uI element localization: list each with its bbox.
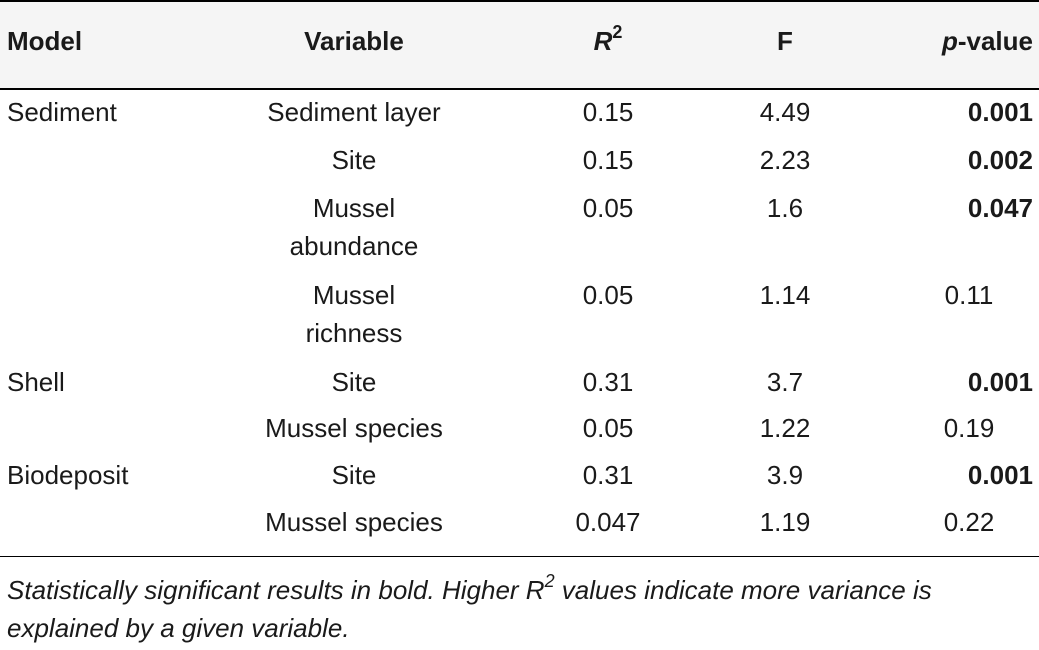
row-7-p: 0.22	[943, 507, 995, 537]
table-header-background	[0, 0, 1039, 88]
top-rule	[0, 0, 1039, 2]
row-0-r2: 0.15	[582, 97, 634, 127]
row-6-model: Biodeposit	[7, 460, 129, 490]
row-5-r2: 0.05	[582, 413, 634, 443]
row-3-variable-line1: Mussel	[312, 280, 396, 310]
row-4-model: Shell	[7, 367, 65, 397]
footnote-r-sup: 2	[544, 571, 555, 591]
header-r2: R2	[548, 22, 668, 60]
header-p-value: p-value	[900, 22, 1033, 60]
bottom-rule	[0, 556, 1039, 557]
row-6-r2: 0.31	[582, 460, 634, 490]
row-6-f: 3.9	[766, 460, 804, 490]
row-3-r2: 0.05	[582, 280, 634, 310]
row-2-p: 0.047	[967, 193, 1033, 223]
row-7-f: 1.19	[759, 507, 811, 537]
row-1-variable: Site	[331, 145, 377, 175]
row-2-r2: 0.05	[582, 193, 634, 223]
header-r2-sup: 2	[612, 22, 623, 42]
row-7-variable: Mussel species	[265, 507, 443, 537]
header-p-letter: p	[941, 26, 958, 56]
row-2-f: 1.6	[766, 193, 804, 223]
header-variable: Variable	[304, 26, 404, 56]
row-0-variable: Sediment layer	[267, 97, 441, 127]
row-5-f: 1.22	[759, 413, 811, 443]
row-7-r2: 0.047	[575, 507, 641, 537]
row-0-f: 4.49	[759, 97, 811, 127]
footnote-r-letter: R	[525, 575, 545, 605]
row-1-r2: 0.15	[582, 145, 634, 175]
footnote-part2: values indicate more variance is explain…	[7, 575, 932, 643]
row-2-variable-line1: Mussel	[312, 193, 396, 223]
row-1-f: 2.23	[759, 145, 811, 175]
row-4-f: 3.7	[766, 367, 804, 397]
header-p-rest: -value	[957, 26, 1033, 56]
row-6-variable: Site	[331, 460, 377, 490]
row-3-p: 0.11	[944, 280, 994, 310]
row-1-p: 0.002	[967, 145, 1033, 175]
row-2-variable-line2: abundance	[289, 231, 419, 261]
row-4-variable: Site	[331, 367, 377, 397]
row-3-f: 1.14	[759, 280, 811, 310]
header-rule	[0, 88, 1039, 90]
header-f: F	[777, 26, 793, 56]
row-4-r2: 0.31	[582, 367, 634, 397]
row-6-p: 0.001	[967, 460, 1033, 490]
row-5-variable: Mussel species	[265, 413, 443, 443]
row-4-p: 0.001	[967, 367, 1033, 397]
header-model: Model	[7, 26, 83, 56]
row-0-p: 0.001	[967, 97, 1033, 127]
row-3-variable-line2: richness	[305, 318, 403, 348]
footnote-part1: Statistically significant results in bol…	[7, 575, 526, 605]
table-footnote: Statistically significant results in bol…	[7, 571, 1033, 647]
header-r2-letter: R	[593, 26, 613, 56]
row-0-model: Sediment	[7, 97, 117, 127]
row-5-p: 0.19	[943, 413, 995, 443]
